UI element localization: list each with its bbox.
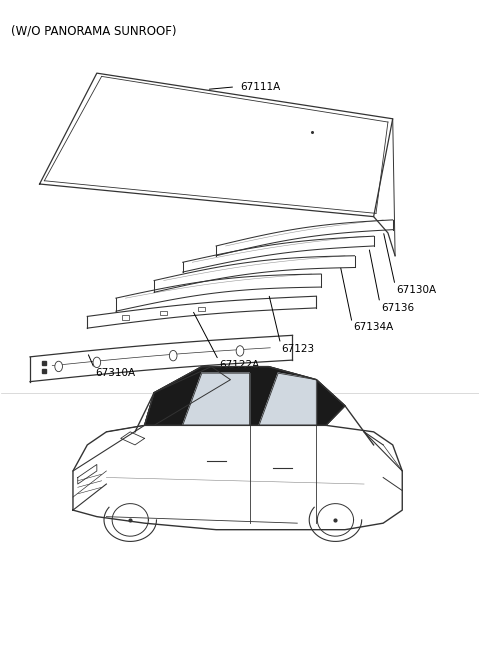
Text: 67111A: 67111A <box>240 82 280 92</box>
Circle shape <box>169 350 177 361</box>
Bar <box>160 310 167 315</box>
Circle shape <box>55 361 62 371</box>
Bar <box>198 307 205 311</box>
Text: 67122A: 67122A <box>219 360 260 369</box>
Polygon shape <box>183 373 250 425</box>
Polygon shape <box>144 367 230 425</box>
Circle shape <box>93 357 101 367</box>
Text: 67310A: 67310A <box>96 368 135 378</box>
Text: 67136: 67136 <box>381 303 414 313</box>
Text: 67134A: 67134A <box>353 322 393 333</box>
Polygon shape <box>144 367 345 425</box>
Bar <box>122 315 129 320</box>
Text: (W/O PANORAMA SUNROOF): (W/O PANORAMA SUNROOF) <box>11 24 177 37</box>
Circle shape <box>236 346 244 356</box>
Polygon shape <box>259 373 316 425</box>
Text: 67130A: 67130A <box>396 286 436 295</box>
Text: 67123: 67123 <box>281 344 315 354</box>
